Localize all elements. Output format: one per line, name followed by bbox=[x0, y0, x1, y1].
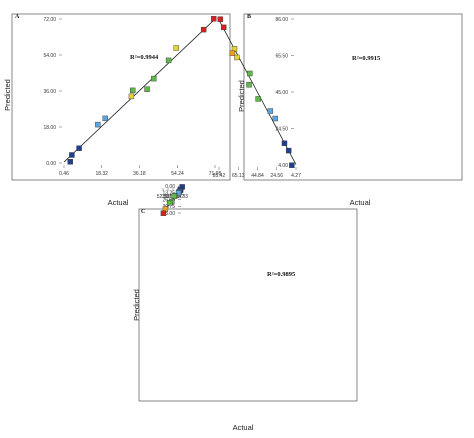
x-tick-label: 54.24 bbox=[171, 171, 184, 177]
data-point bbox=[220, 24, 227, 31]
data-point bbox=[102, 115, 108, 122]
panel-frame bbox=[243, 13, 463, 181]
r2-annotation: R²=0.9895 bbox=[267, 271, 296, 278]
panel-letter: A bbox=[15, 14, 20, 20]
data-point bbox=[151, 75, 157, 82]
x-tick-label: 85.42 bbox=[213, 173, 226, 179]
y-tick-label: 72.00 bbox=[43, 17, 56, 23]
data-point bbox=[144, 86, 150, 92]
y-axis-title: Predicted bbox=[3, 79, 12, 111]
y-tick-label: 13.25 bbox=[162, 191, 175, 197]
data-point bbox=[173, 45, 179, 51]
data-point bbox=[217, 16, 224, 22]
panel-frame bbox=[11, 13, 231, 181]
data-point bbox=[95, 121, 101, 128]
x-tick-label: 13.47 bbox=[172, 194, 185, 200]
x-tick-label: 65.13 bbox=[232, 173, 245, 179]
data-point bbox=[231, 46, 238, 52]
data-point bbox=[246, 81, 252, 88]
y-tick-label: 36.00 bbox=[43, 89, 56, 95]
data-point bbox=[166, 200, 173, 206]
y-tick-label: 4.00 bbox=[278, 163, 288, 169]
x-axis-title: Actual bbox=[233, 423, 254, 432]
data-point bbox=[76, 145, 82, 151]
x-tick-label: 44.84 bbox=[251, 173, 264, 179]
panel-frame bbox=[138, 208, 358, 402]
panel-letter: C bbox=[141, 209, 145, 215]
data-point bbox=[211, 16, 217, 22]
data-point bbox=[229, 50, 236, 56]
y-tick-label: 86.00 bbox=[275, 17, 288, 23]
data-point bbox=[160, 210, 167, 216]
x-tick-label: 0.46 bbox=[59, 171, 69, 177]
data-point bbox=[247, 70, 253, 77]
chart-panel-a: A 0.46 18.32 36.18 54.24 71.98 0.00 18.00 36.00 5… bbox=[3, 13, 231, 207]
r2-annotation: R²=0.9915 bbox=[352, 55, 381, 62]
r2-annotation: R²=0.9944 bbox=[130, 54, 159, 61]
y-tick-label: 0.00 bbox=[46, 161, 56, 167]
data-point bbox=[165, 57, 172, 64]
x-axis-title: Actual bbox=[108, 198, 129, 207]
fit-line bbox=[218, 19, 297, 165]
chart-panel-c: C0.3313.4726.6139.7452.880.0013.2526.503… bbox=[132, 184, 358, 432]
x-axis-title: Actual bbox=[350, 198, 371, 207]
x-tick-label: 4.27 bbox=[291, 173, 301, 179]
data-point bbox=[128, 93, 135, 100]
data-point bbox=[281, 140, 288, 146]
chart-panel-b: B 4.27 24.56 44.84 65.13 85.42 4.00 24.50 45.00 6… bbox=[213, 13, 463, 207]
data-point bbox=[272, 115, 278, 122]
panel-letter: B bbox=[247, 14, 251, 20]
x-tick-label: 39.74 bbox=[162, 194, 175, 200]
y-axis-title: Predicted bbox=[237, 80, 246, 112]
y-tick-label: 18.00 bbox=[43, 125, 56, 131]
data-point bbox=[130, 87, 136, 94]
y-tick-label: 0.00 bbox=[165, 184, 175, 190]
data-point bbox=[234, 54, 240, 61]
data-point bbox=[67, 159, 73, 165]
data-point bbox=[255, 96, 261, 102]
data-point bbox=[69, 152, 75, 158]
data-point bbox=[289, 162, 295, 168]
y-tick-label: 53.00 bbox=[162, 211, 175, 217]
x-tick-label: 18.32 bbox=[95, 171, 108, 177]
x-tick-label: 36.18 bbox=[133, 171, 146, 177]
y-tick-label: 65.50 bbox=[275, 53, 288, 59]
data-point bbox=[171, 193, 177, 199]
data-point bbox=[200, 26, 207, 33]
y-tick-label: 45.00 bbox=[275, 90, 288, 96]
data-point bbox=[285, 147, 292, 154]
x-tick-label: 52.88 bbox=[157, 194, 170, 200]
x-tick-label: 71.98 bbox=[209, 171, 222, 177]
y-tick-label: 54.00 bbox=[43, 53, 56, 59]
x-tick-label: 24.56 bbox=[270, 173, 283, 179]
y-axis-title: Predicted bbox=[132, 289, 141, 321]
y-tick-label: 39.75 bbox=[162, 204, 175, 210]
data-point bbox=[267, 108, 274, 114]
y-tick-label: 24.50 bbox=[275, 126, 288, 132]
x-tick-label: 0.33 bbox=[178, 194, 188, 200]
fit-line bbox=[63, 18, 216, 163]
